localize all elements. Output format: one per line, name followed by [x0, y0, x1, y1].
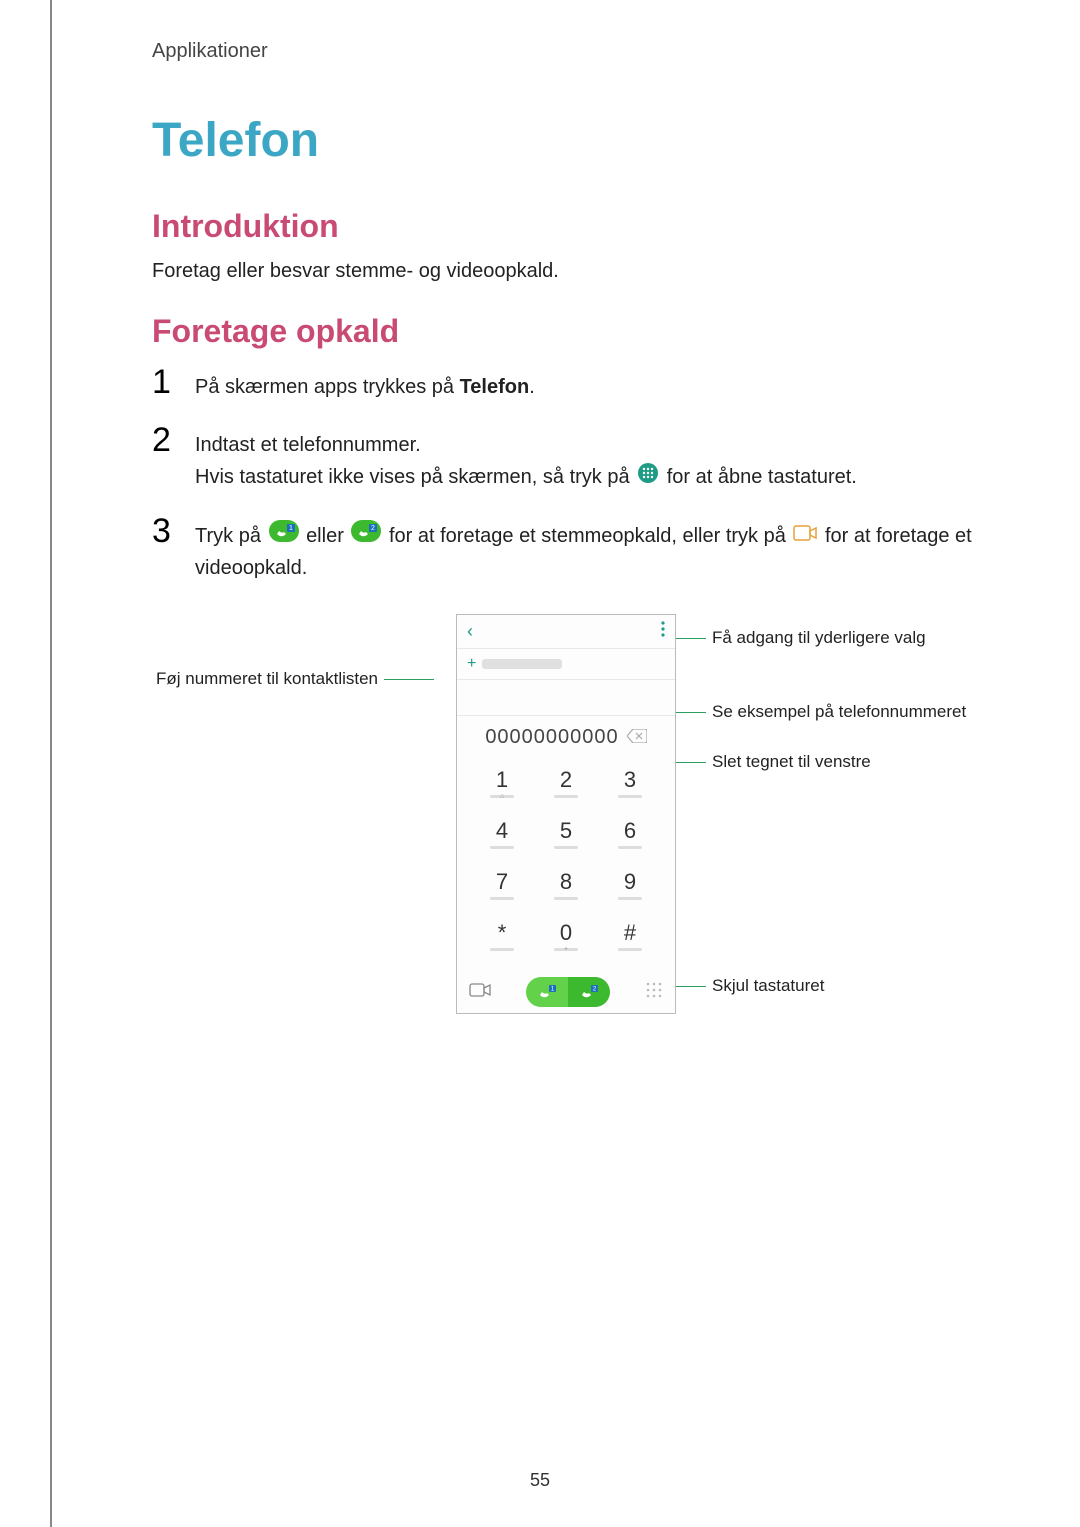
callout-delete-char: Slet tegnet til venstre — [676, 752, 871, 772]
callout-text: Få adgang til yderligere valg — [712, 628, 926, 648]
blurred-name — [482, 659, 562, 669]
step-text: Hvis tastaturet ikke vises på skærmen, s… — [195, 466, 635, 488]
callout-text: Skjul tastaturet — [712, 976, 824, 996]
intro-heading: Introduktion — [152, 208, 980, 245]
section-heading: Foretage opkald — [152, 313, 980, 350]
key-hash[interactable]: # — [603, 916, 657, 963]
svg-text:1: 1 — [289, 525, 293, 532]
phone-mock: ‹ + 00000000000 1⌂ 2 3 4 5 — [456, 614, 676, 1014]
call-sim1-button[interactable]: 1 — [526, 977, 568, 1007]
key-3[interactable]: 3 — [603, 763, 657, 810]
key-star[interactable]: * — [475, 916, 529, 963]
step-text: På skærmen apps trykkes på — [195, 376, 460, 398]
callout-text: Føj nummeret til kontaktlisten — [156, 669, 378, 689]
call-sim2-button[interactable]: 2 — [568, 977, 610, 1007]
step-line: Indtast et telefonnummer. — [195, 429, 857, 461]
call-sim1-icon: 1 — [269, 520, 299, 552]
callout-add-contact: Føj nummeret til kontaktlisten — [156, 669, 434, 689]
phone-top-bar: ‹ — [457, 615, 675, 649]
add-icon: + — [467, 655, 476, 673]
callout-text: Se eksempel på telefonnummeret — [712, 702, 966, 722]
step-text: eller — [306, 525, 349, 547]
page-title: Telefon — [152, 113, 980, 168]
phone-diagram: Føj nummeret til kontaktlisten Få adgang… — [156, 614, 976, 1054]
intro-text: Foretag eller besvar stemme- og videoopk… — [152, 260, 980, 283]
callout-hide-keyboard: Skjul tastaturet — [676, 976, 824, 996]
hide-keypad-icon[interactable] — [645, 981, 663, 1004]
number-display: 00000000000 — [485, 726, 618, 749]
key-2[interactable]: 2 — [539, 763, 593, 810]
key-5[interactable]: 5 — [539, 814, 593, 861]
back-icon Glyph[interactable]: ‹ — [467, 621, 473, 642]
page-number: 55 — [0, 1470, 1080, 1491]
number-preview-area — [457, 680, 675, 716]
key-9[interactable]: 9 — [603, 865, 657, 912]
key-8[interactable]: 8 — [539, 865, 593, 912]
add-to-contacts-row[interactable]: + — [457, 649, 675, 680]
key-7[interactable]: 7 — [475, 865, 529, 912]
callout-preview-number: Se eksempel på telefonnummeret — [676, 702, 966, 722]
keypad-open-icon — [637, 462, 659, 494]
key-4[interactable]: 4 — [475, 814, 529, 861]
callout-text: Slet tegnet til venstre — [712, 752, 871, 772]
breadcrumb: Applikationer — [152, 40, 980, 63]
key-0[interactable]: 0+ — [539, 916, 593, 963]
step-bold: Telefon — [460, 376, 530, 398]
number-display-row: 00000000000 — [457, 716, 675, 759]
video-call-button[interactable] — [469, 982, 491, 1003]
step-text-post: . — [529, 376, 535, 398]
key-1[interactable]: 1⌂ — [475, 763, 529, 810]
step-3: 3 Tryk på 1 eller 2 for at foretage et s… — [152, 514, 980, 585]
svg-text:2: 2 — [371, 525, 375, 532]
step-text: Tryk på — [195, 525, 267, 547]
call-button-group: 1 2 — [526, 977, 610, 1007]
step-text: for at åbne tastaturet. — [667, 466, 857, 488]
dial-keypad: 1⌂ 2 3 4 5 6 7 8 9 * 0+ # — [457, 759, 675, 971]
step-2: 2 Indtast et telefonnummer. Hvis tastatu… — [152, 423, 980, 494]
video-call-icon — [793, 520, 817, 552]
phone-bottom-bar: 1 2 — [457, 971, 675, 1013]
step-text: for at foretage et stemmeopkald, eller t… — [389, 525, 791, 547]
step-number: 2 — [152, 423, 180, 457]
more-options-icon[interactable] — [661, 621, 665, 642]
step-number: 3 — [152, 514, 180, 548]
step-number: 1 — [152, 365, 180, 399]
backspace-icon[interactable] — [627, 726, 647, 749]
callout-more-options: Få adgang til yderligere valg — [676, 628, 926, 648]
call-sim2-icon: 2 — [351, 520, 381, 552]
key-6[interactable]: 6 — [603, 814, 657, 861]
step-1: 1 På skærmen apps trykkes på Telefon. — [152, 365, 980, 403]
document-page: Applikationer Telefon Introduktion Foret… — [50, 0, 1080, 1527]
